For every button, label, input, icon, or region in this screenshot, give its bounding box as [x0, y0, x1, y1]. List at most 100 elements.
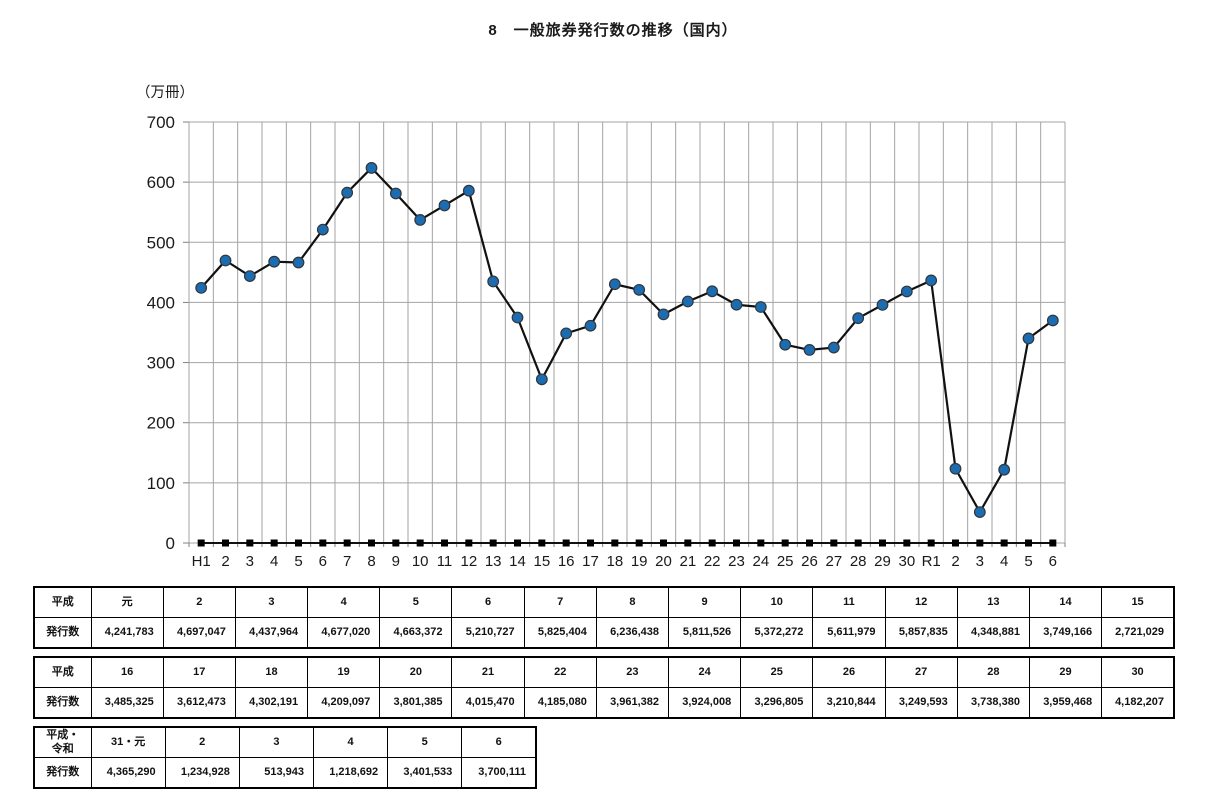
value-cell: 2,721,029 — [1101, 617, 1175, 649]
value-cell: 4,015,470 — [451, 687, 525, 719]
year-header-cell: 14 — [1028, 586, 1103, 618]
value-cell: 1,234,928 — [164, 757, 240, 789]
issuance-table-1: 平成元 2 3 4 5 6 7 8 9 10 11 12 13 14 15 発行数 4,241,783 4,697… — [33, 586, 1175, 649]
x-tick-label: 5 — [294, 553, 302, 570]
x-tick-label: 15 — [533, 553, 550, 570]
data-point — [852, 312, 865, 325]
data-point — [292, 256, 305, 269]
data-point — [1022, 332, 1035, 345]
year-header-cell: 8 — [595, 586, 670, 618]
zero-marker — [781, 539, 789, 547]
value-cell: 513,943 — [238, 757, 314, 789]
year-header-cell: 22 — [523, 656, 597, 688]
x-tick-label: 3 — [976, 553, 984, 570]
y-tick-label: 500 — [147, 233, 175, 252]
value-cell: 3,738,380 — [956, 687, 1030, 719]
year-header-cell: 13 — [956, 586, 1030, 618]
x-tick-label: 20 — [655, 553, 672, 570]
value-cell: 3,801,385 — [379, 687, 453, 719]
y-tick-label: 400 — [147, 293, 175, 312]
year-header-cell: 16 — [90, 656, 164, 688]
zero-marker — [514, 539, 521, 547]
data-point — [389, 187, 402, 200]
data-point — [730, 298, 743, 311]
zero-marker — [465, 539, 473, 547]
zero-marker — [806, 539, 813, 547]
value-label-cell: 発行数 — [33, 687, 92, 719]
x-tick-label: 22 — [704, 553, 721, 570]
zero-marker — [587, 539, 594, 547]
zero-marker — [222, 539, 229, 547]
value-cell: 4,241,783 — [90, 617, 164, 649]
year-header-cell: 7 — [523, 586, 597, 618]
zero-marker — [660, 539, 667, 547]
year-header-cell: 20 — [379, 656, 453, 688]
data-point — [414, 213, 427, 226]
data-point — [487, 275, 500, 288]
x-tick-label: 10 — [412, 553, 429, 570]
zero-marker — [295, 539, 302, 547]
zero-marker — [952, 539, 959, 547]
issuance-table-3: 平成・ 令和 31・元 2 3 4 5 6 発行数 4,365,290 1,234,928 513,… — [33, 726, 537, 789]
x-tick-label: 3 — [246, 553, 254, 570]
x-tick-label: 9 — [392, 553, 400, 570]
year-header-cell: 18 — [234, 656, 309, 688]
value-cell: 3,210,844 — [812, 687, 886, 719]
zero-marker — [343, 539, 351, 547]
value-cell: 4,663,372 — [379, 617, 453, 649]
year-header-cell: 3 — [234, 586, 309, 618]
value-cell: 4,677,020 — [307, 617, 381, 649]
table-row: 発行数 4,365,290 1,234,928 513,943 1,218,692 3,4… — [33, 757, 537, 789]
data-point — [998, 463, 1011, 476]
year-header-cell: 12 — [884, 586, 958, 618]
year-header-cell: 26 — [812, 656, 886, 688]
value-cell: 5,210,727 — [451, 617, 525, 649]
value-cell: 4,182,207 — [1101, 687, 1175, 719]
zero-marker — [879, 539, 886, 547]
data-point — [949, 462, 962, 475]
data-point — [827, 341, 840, 354]
year-header-cell: 27 — [884, 656, 958, 688]
x-tick-label: 14 — [509, 553, 526, 570]
year-header-cell: 29 — [1028, 656, 1103, 688]
year-header-cell: 19 — [307, 656, 381, 688]
data-point — [219, 254, 232, 267]
data-point — [584, 319, 597, 332]
zero-marker — [733, 539, 740, 547]
zero-marker — [757, 539, 765, 547]
data-point — [462, 184, 475, 197]
year-header-cell: 9 — [667, 586, 742, 618]
year-header-cell: 28 — [956, 656, 1030, 688]
x-tick-label: 11 — [437, 553, 453, 570]
data-point — [341, 186, 354, 199]
x-tick-label: 30 — [898, 553, 915, 570]
data-point — [195, 281, 208, 294]
value-cell: 4,437,964 — [234, 617, 309, 649]
table-row: 平成元 2 3 4 5 6 7 8 9 10 11 12 13 14 15 — [33, 586, 1175, 618]
zero-marker — [830, 539, 838, 547]
data-point — [1046, 314, 1059, 327]
year-header-cell: 3 — [238, 726, 314, 758]
data-point — [365, 162, 378, 174]
x-tick-label: 17 — [582, 553, 599, 570]
table-row: 発行数 4,241,783 4,697,047 4,437,964 4,677,020 4… — [33, 617, 1175, 649]
data-point — [876, 298, 889, 311]
x-tick-label: 21 — [679, 553, 696, 570]
year-header-cell: 6 — [451, 586, 525, 618]
table-row: 発行数 3,485,325 3,612,473 4,302,191 4,209,097 3… — [33, 687, 1175, 719]
zero-marker — [416, 539, 424, 547]
zero-marker — [197, 539, 205, 547]
value-cell: 3,612,473 — [162, 687, 236, 719]
y-tick-label: 700 — [147, 113, 175, 132]
year-header-cell: 31・元 — [90, 726, 166, 758]
x-tick-label: 25 — [777, 553, 794, 570]
value-cell: 4,697,047 — [162, 617, 236, 649]
year-header-cell: 2 — [162, 586, 236, 618]
y-tick-label: 0 — [166, 534, 175, 553]
data-point — [973, 506, 986, 518]
year-header-cell: 4 — [307, 586, 381, 618]
year-header-cell: 17 — [162, 656, 236, 688]
year-header-cell: 10 — [740, 586, 814, 618]
x-tick-label: 29 — [874, 553, 891, 570]
x-tick-label: 7 — [343, 553, 351, 570]
